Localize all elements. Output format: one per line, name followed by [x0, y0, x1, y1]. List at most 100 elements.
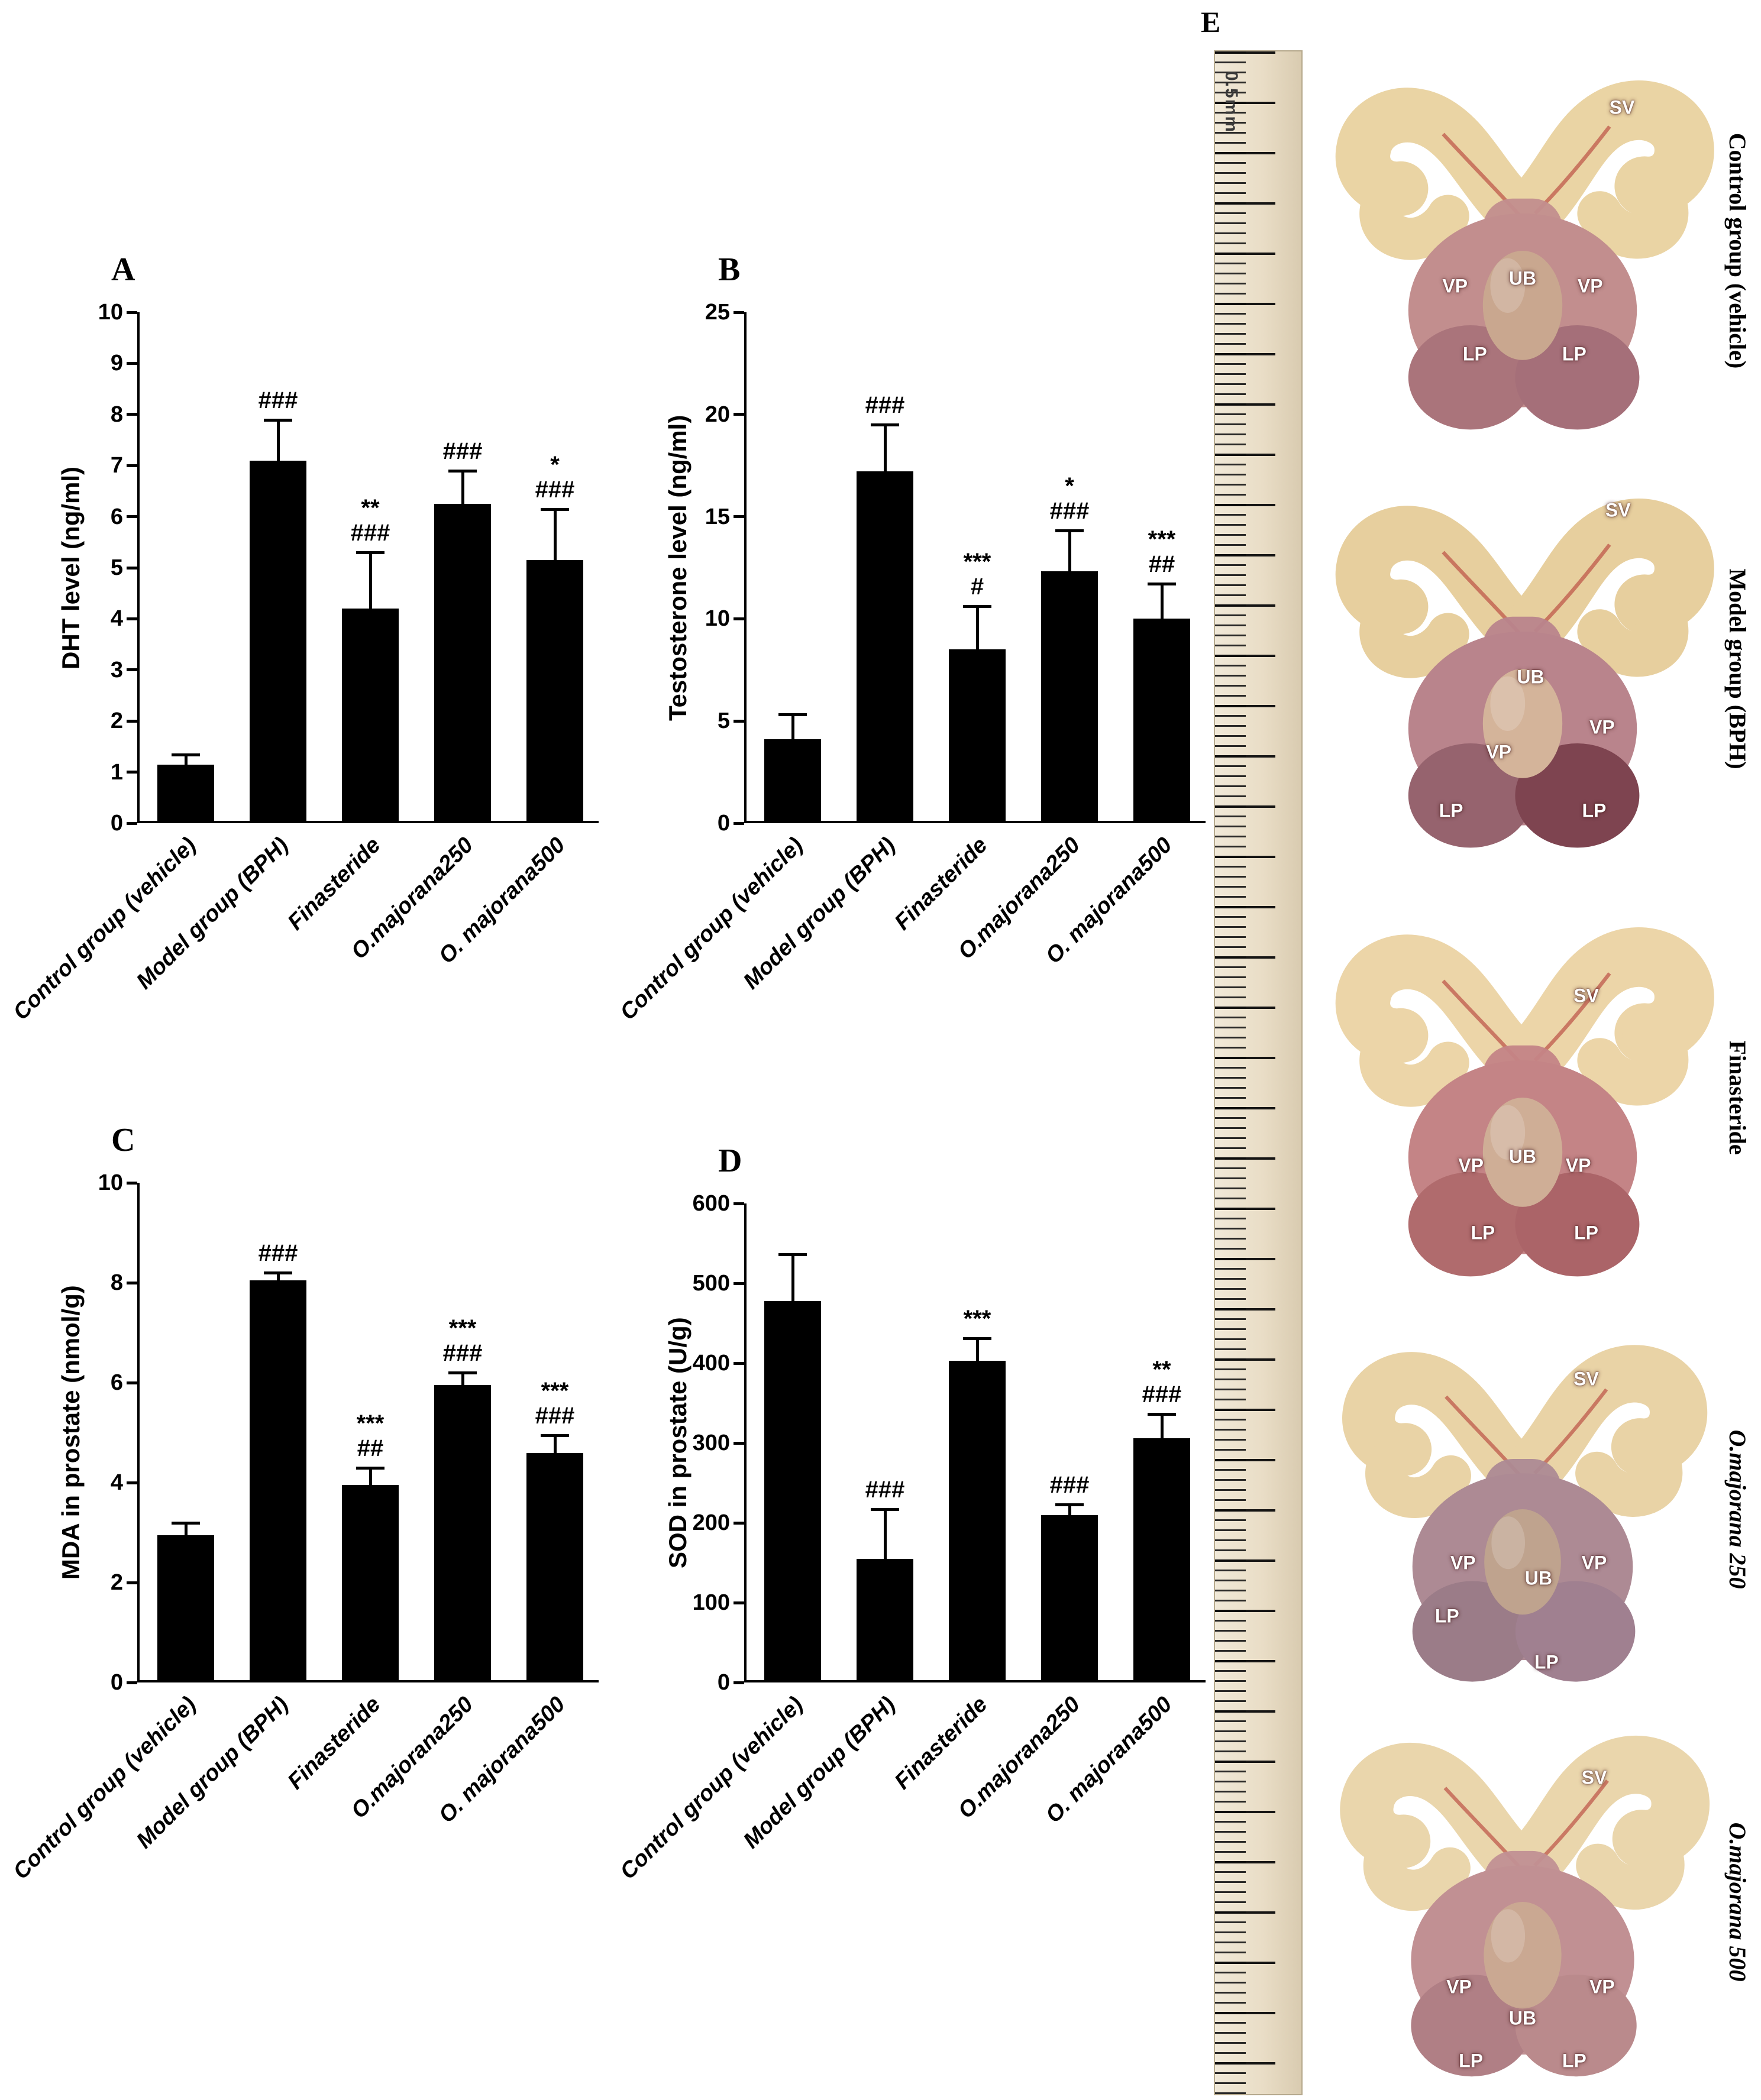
error-bar-cap [1055, 529, 1084, 533]
y-tick-mark [127, 1681, 137, 1684]
error-bar-cap [1055, 1503, 1084, 1506]
anatomy-label: SV [1581, 1766, 1607, 1788]
anatomy-label: VP [1581, 1552, 1607, 1574]
error-bar-line [276, 1273, 280, 1289]
error-bar-cap [356, 551, 384, 555]
anatomy-label: VP [1589, 1976, 1615, 1998]
bar [434, 504, 491, 821]
significance-annotation: ### [189, 1241, 367, 1266]
error-bar-cap [778, 713, 807, 717]
x-category-label: Model group (BPH) [131, 1692, 293, 1853]
error-bar-line [1068, 1504, 1071, 1523]
anatomy-label: SV [1573, 1368, 1599, 1390]
annotation-line: ### [1142, 1381, 1182, 1408]
error-bar-line [975, 606, 979, 658]
specimen-illustration [1335, 499, 1714, 848]
anatomy-label: LP [1574, 1222, 1598, 1244]
specimen-photo: SV VP UB VP LP LP [1324, 52, 1721, 449]
anatomy-label: VP [1589, 716, 1615, 738]
y-tick-mark [734, 1202, 744, 1205]
anatomy-label: UB [1517, 666, 1544, 688]
significance-annotation: *** ### [374, 1316, 551, 1366]
group-caption: Control group (vehicle) [1724, 132, 1751, 369]
annotation-line: ### [442, 438, 483, 465]
y-tick-mark [734, 1521, 744, 1525]
y-tick-mark [734, 617, 744, 620]
bar [764, 739, 821, 821]
y-tick-label: 4 [110, 606, 123, 632]
annotation-line: * [1065, 473, 1074, 500]
y-tick-label: 20 [705, 402, 730, 427]
group-caption: Finasteride [1724, 1040, 1751, 1155]
y-tick-mark [734, 515, 744, 519]
bar [857, 471, 913, 821]
bar [526, 560, 583, 821]
y-tick-label: 400 [692, 1351, 730, 1376]
anatomy-label: LP [1462, 343, 1487, 365]
y-tick-label: 600 [692, 1191, 730, 1216]
y-tick-label: 200 [692, 1510, 730, 1535]
panel-e-label: E [1201, 5, 1221, 38]
y-tick-mark [127, 668, 137, 672]
y-tick-mark [734, 821, 744, 825]
ruler-image [1214, 50, 1303, 2095]
specimen-photo: SV UB VP VP LP LP [1324, 460, 1721, 878]
error-bar-cap [541, 1434, 569, 1437]
bar [857, 1558, 913, 1680]
annotation-line: ## [357, 1435, 384, 1461]
chart-panel-a: A DHT level (ng/ml) 0 1 2 3 4 5 6 7 8 9 10 Control … [8, 251, 634, 1101]
y-tick-mark [127, 821, 137, 825]
error-bar-cap [778, 1253, 807, 1257]
y-axis-title: Testosterone level (ng/ml) [664, 415, 692, 721]
bar [1041, 571, 1098, 821]
y-tick-label: 6 [110, 504, 123, 529]
y-tick-mark [127, 1381, 137, 1384]
y-tick-mark [127, 771, 137, 774]
x-category-label: Finasteride [283, 833, 386, 936]
y-tick-mark [734, 1681, 744, 1684]
y-tick-label: 2 [110, 708, 123, 734]
significance-annotation: *** ### [466, 1379, 644, 1428]
annotation-line: *** [963, 1306, 991, 1332]
error-bar-cap [264, 418, 292, 422]
y-tick-mark [127, 464, 137, 467]
annotation-line: *** [356, 1410, 384, 1436]
anatomy-label: LP [1534, 1651, 1559, 1673]
y-tick-label: 9 [110, 351, 123, 376]
y-tick-mark [127, 361, 137, 365]
anatomy-label: SV [1609, 96, 1635, 118]
chart-panel-b: B Testosterone level (ng/ml) 0 5 10 15 20 25 C… [615, 251, 1241, 1101]
error-bar-cap [871, 423, 899, 426]
specimen-illustration [1335, 927, 1714, 1277]
anatomy-label: LP [1562, 343, 1586, 365]
y-tick-label: 3 [110, 657, 123, 682]
y-tick-label: 0 [717, 1670, 730, 1695]
error-bar-cap [1148, 583, 1176, 586]
significance-annotation: *** [888, 1306, 1066, 1331]
error-bar-line [276, 419, 280, 469]
annotation-line: ### [258, 1240, 298, 1267]
y-tick-label: 0 [717, 811, 730, 836]
annotation-line: ### [1049, 1472, 1090, 1498]
significance-annotation: *** ## [282, 1411, 459, 1461]
anatomy-label: VP [1565, 1154, 1591, 1176]
y-tick-label: 8 [110, 402, 123, 427]
bar [949, 1361, 1006, 1680]
annotation-line: ## [1148, 551, 1175, 578]
y-tick-label: 100 [692, 1590, 730, 1615]
y-tick-mark [127, 1481, 137, 1484]
significance-annotation: ** ### [282, 496, 459, 545]
anatomy-label: UB [1508, 267, 1537, 289]
significance-annotation: ### [796, 393, 974, 418]
annotation-line: *** [448, 1315, 477, 1342]
y-tick-mark [734, 1361, 744, 1365]
panel-letter: B [718, 251, 741, 288]
y-axis-title: MDA in prostate (nmol/g) [57, 1285, 85, 1580]
anatomy-label: VP [1486, 741, 1512, 763]
error-bar-cap [356, 1466, 384, 1470]
anatomy-label: VP [1450, 1552, 1476, 1574]
anatomy-label: VP [1577, 275, 1603, 297]
error-bar-line [553, 509, 557, 569]
plot-area: 0 1 2 3 4 5 6 7 8 9 10 Control group (vehicle) ### Mo… [8, 300, 599, 1025]
significance-annotation: * ### [981, 474, 1158, 523]
